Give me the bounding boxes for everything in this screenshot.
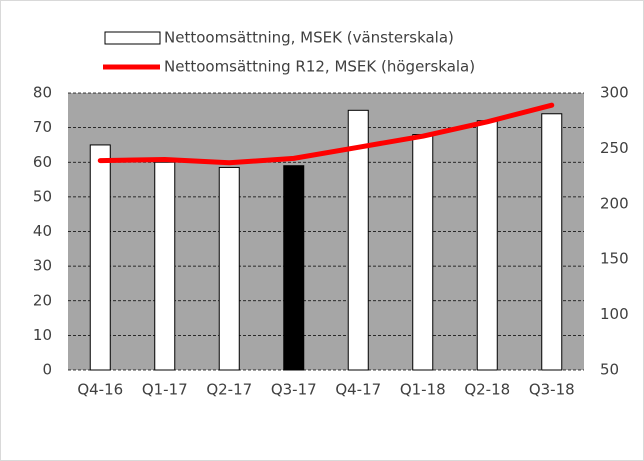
- bar: [154, 161, 176, 371]
- y2-tick-label: 150: [600, 250, 629, 268]
- y-tick-label: 70: [33, 118, 52, 136]
- y2-tick-label: 200: [600, 194, 629, 212]
- y-tick-label: 10: [33, 326, 52, 344]
- x-tick-label: Q1-17: [142, 381, 188, 399]
- x-tick-label: Q4-17: [335, 381, 381, 399]
- line: [97, 102, 555, 166]
- legend-swatch: [104, 31, 161, 45]
- bar: [541, 113, 563, 371]
- x-tick-label: Q2-18: [464, 381, 510, 399]
- bar: [412, 134, 434, 371]
- x-tick-label: Q2-17: [206, 381, 252, 399]
- bar: [476, 120, 498, 371]
- y-tick-label: 40: [33, 222, 52, 240]
- legend-label: Nettoomsättning R12, MSEK (högerskala): [164, 58, 475, 76]
- y2-tick-label: 300: [600, 84, 629, 102]
- x-tick-label: Q3-18: [529, 381, 575, 399]
- legend-label: Nettoomsättning, MSEK (vänsterskala): [164, 29, 454, 47]
- y-tick-label: 30: [33, 257, 52, 275]
- y-tick-label: 80: [33, 84, 52, 102]
- bar: [89, 144, 111, 371]
- x-tick-label: Q4-16: [77, 381, 123, 399]
- y2-tick-label: 250: [600, 139, 629, 157]
- x-tick-label: Q1-18: [400, 381, 446, 399]
- y2-tick-label: 50: [600, 361, 619, 379]
- bar: [283, 165, 305, 371]
- x-tick-label: Q3-17: [271, 381, 317, 399]
- bar: [218, 166, 240, 371]
- y2-tick-label: 100: [600, 305, 629, 323]
- y-tick-label: 0: [42, 361, 52, 379]
- y-tick-label: 50: [33, 187, 52, 205]
- y-tick-label: 60: [33, 153, 52, 171]
- y-tick-label: 20: [33, 291, 52, 309]
- bar: [347, 109, 369, 371]
